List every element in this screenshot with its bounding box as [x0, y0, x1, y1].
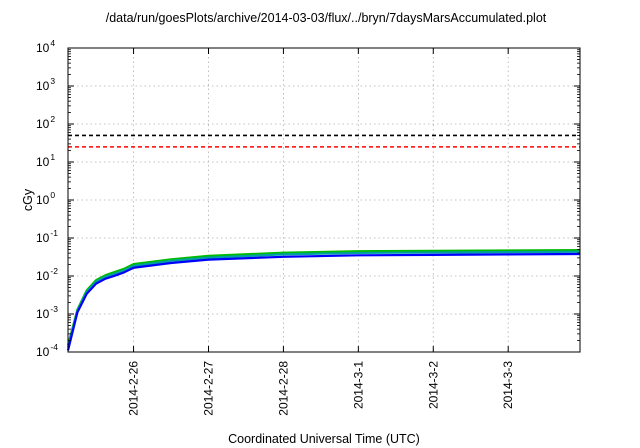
x-tick-label: 2014-3-3 — [501, 361, 515, 409]
y-tick-exponent: -3 — [50, 304, 58, 314]
x-tick-label: 2014-3-1 — [351, 361, 365, 409]
y-tick-label: 102 — [36, 114, 55, 131]
y-tick-base: 10 — [36, 155, 50, 169]
x-tick-label: 2014-2-27 — [201, 361, 215, 416]
series-group — [66, 249, 581, 351]
y-tick-label: 10-4 — [36, 342, 58, 359]
y-tick-base: 10 — [36, 345, 50, 359]
y-tick-exponent: -4 — [50, 342, 58, 352]
y-tick-exponent: 2 — [50, 114, 55, 124]
y-axis-label: cGy — [21, 188, 35, 211]
y-tick-label: 103 — [36, 76, 55, 93]
grid — [68, 48, 580, 352]
y-tick-base: 10 — [36, 231, 50, 245]
y-tick-base: 10 — [36, 117, 50, 131]
y-tick-base: 10 — [36, 269, 50, 283]
x-tick-label: 2014-2-28 — [276, 361, 290, 416]
x-axis-label: Coordinated Universal Time (UTC) — [228, 432, 420, 446]
series-line — [66, 252, 581, 351]
y-tick-exponent: -2 — [50, 266, 58, 276]
reference-lines — [68, 134, 580, 148]
y-tick-exponent: -1 — [50, 228, 58, 238]
y-tick-exponent: 4 — [50, 38, 55, 48]
y-tick-label: 10-2 — [36, 266, 58, 283]
y-tick-base: 10 — [36, 79, 50, 93]
y-tick-label: 100 — [36, 190, 55, 207]
series-line — [66, 250, 581, 348]
y-tick-exponent: 0 — [50, 190, 55, 200]
y-tick-base: 10 — [36, 307, 50, 321]
x-tick-label: 2014-3-2 — [426, 361, 440, 409]
x-axis: 2014-2-26 2014-2-27 2014-2-28 2014-3-1 2014-… — [127, 48, 515, 416]
y-tick-label: 104 — [36, 38, 55, 55]
x-tick-label: 2014-2-26 — [127, 361, 141, 416]
y-tick-label: 101 — [36, 152, 55, 169]
y-tick-label: 10-3 — [36, 304, 58, 321]
chart-title: /data/run/goesPlots/archive/2014-03-03/f… — [106, 11, 547, 25]
y-tick-label: 10-1 — [36, 228, 58, 245]
y-tick-base: 10 — [36, 41, 50, 55]
y-tick-exponent: 3 — [50, 76, 55, 86]
y-tick-exponent: 1 — [50, 152, 55, 162]
y-tick-base: 10 — [36, 193, 50, 207]
